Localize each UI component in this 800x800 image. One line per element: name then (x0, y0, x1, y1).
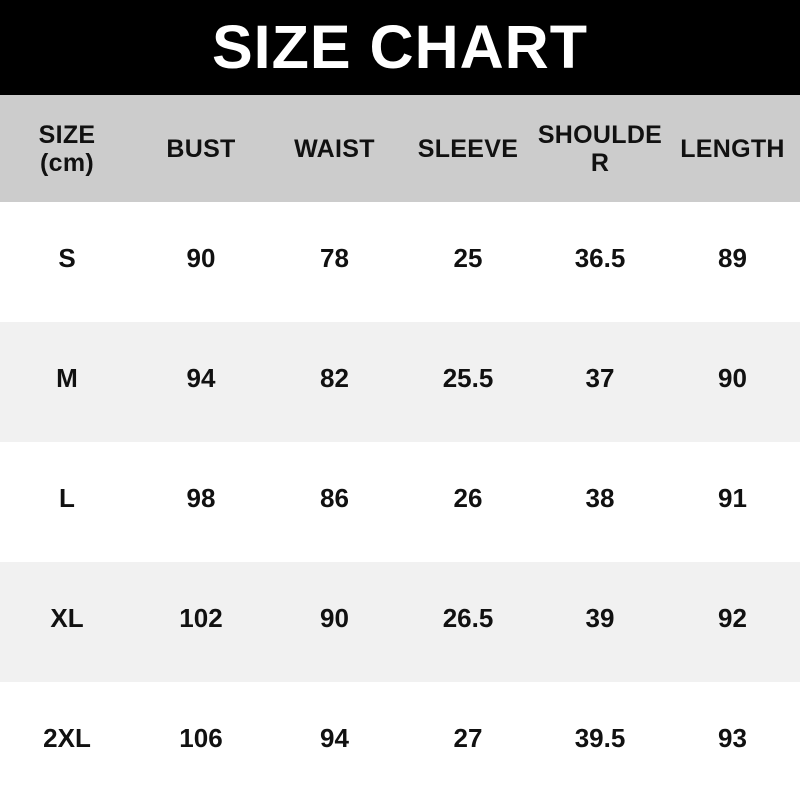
cell-shoulder: 37 (585, 363, 615, 393)
column-header-sleeve: SLEEVE (401, 95, 535, 202)
cell-length: 91 (718, 483, 747, 513)
cell-length: 89 (718, 243, 747, 273)
cell-sleeve: 27 (453, 723, 483, 753)
cell-size: L (59, 483, 75, 513)
cell-length: 92 (718, 603, 747, 633)
cell-size: 2XL (43, 723, 91, 753)
cell-waist: 86 (320, 483, 349, 513)
cell-bust: 94 (186, 363, 216, 393)
cell-bust: 106 (179, 723, 223, 753)
column-header-bust: BUST (134, 95, 268, 202)
cell-sleeve: 25.5 (442, 363, 494, 393)
cell-shoulder: 38 (585, 483, 615, 513)
table-row: S 90 78 25 36.5 89 (0, 202, 800, 322)
cell-shoulder: 39 (585, 603, 615, 633)
column-header-shoulder: SHOULDER (535, 95, 665, 202)
cell-sleeve: 26.5 (442, 603, 494, 633)
size-table: SIZE (cm) BUST WAIST SLEEVE SHOULDER LENG… (0, 95, 800, 800)
cell-bust: 102 (179, 603, 223, 633)
table-row: L 98 86 26 38 91 (0, 442, 800, 562)
cell-size: S (58, 243, 76, 273)
table-row: XL 102 90 26.5 39 92 (0, 562, 800, 682)
column-header-size: SIZE (cm) (0, 95, 134, 202)
cell-waist: 78 (320, 243, 349, 273)
title-band: SIZE CHART (0, 0, 800, 95)
column-header-shoulder-label: SHOULDER (537, 120, 663, 177)
column-header-size-label: SIZE (cm) (38, 120, 96, 177)
column-header-bust-label: BUST (166, 134, 236, 163)
column-header-sleeve-label: SLEEVE (417, 134, 519, 163)
cell-waist: 82 (320, 363, 349, 393)
column-header-length: LENGTH (665, 95, 800, 202)
cell-length: 93 (718, 723, 747, 753)
cell-size: XL (50, 603, 84, 633)
cell-shoulder: 39.5 (574, 723, 626, 753)
column-header-waist-label: WAIST (294, 134, 375, 163)
table-row: 2XL 106 94 27 39.5 93 (0, 682, 800, 800)
page-title: SIZE CHART (212, 13, 588, 81)
column-header-waist: WAIST (268, 95, 401, 202)
cell-sleeve: 25 (453, 243, 483, 273)
column-header-length-label: LENGTH (680, 134, 785, 163)
cell-bust: 98 (186, 483, 216, 513)
cell-sleeve: 26 (453, 483, 483, 513)
cell-bust: 90 (186, 243, 216, 273)
table-row: M 94 82 25.5 37 90 (0, 322, 800, 442)
cell-waist: 94 (320, 723, 349, 753)
cell-length: 90 (718, 363, 747, 393)
table-header-row: SIZE (cm) BUST WAIST SLEEVE SHOULDER LENG… (0, 95, 800, 202)
cell-size: M (56, 363, 78, 393)
cell-shoulder: 36.5 (574, 243, 626, 273)
cell-waist: 90 (320, 603, 349, 633)
